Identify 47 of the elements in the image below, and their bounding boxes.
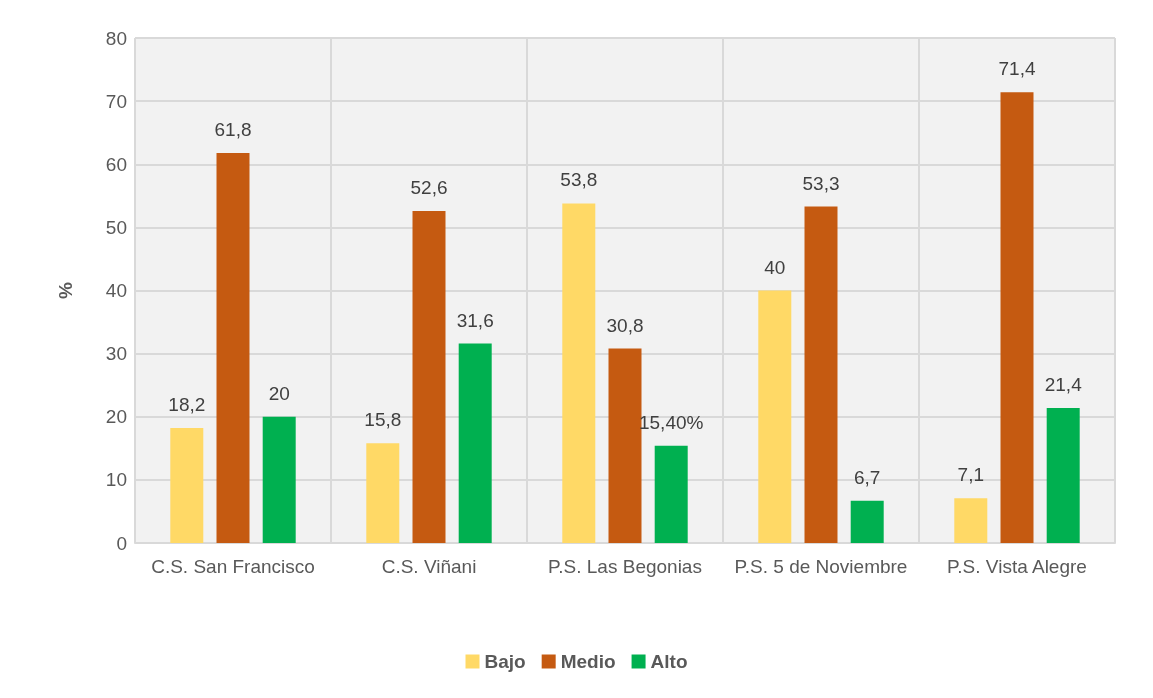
y-tick-label: 70 — [105, 90, 127, 112]
legend-label: Bajo — [484, 651, 526, 672]
x-tick-label: P.S. Vista Alegre — [947, 556, 1087, 577]
data-label: 40 — [764, 256, 786, 278]
data-label: 18,2 — [168, 394, 206, 416]
bar — [412, 210, 446, 543]
y-axis-title: % — [55, 281, 76, 299]
data-label: 21,4 — [1044, 373, 1083, 395]
bar — [366, 443, 400, 543]
data-label: 52,6 — [410, 176, 448, 198]
legend-label: Medio — [560, 651, 616, 672]
y-tick-label: 40 — [105, 280, 127, 301]
y-tick-label: 20 — [105, 406, 127, 428]
bar — [562, 203, 596, 543]
x-tick-label: P.S. 5 de Noviembre — [734, 556, 908, 577]
data-label: 15,8 — [364, 409, 402, 431]
data-label: 7,1 — [957, 464, 985, 486]
legend-label: Alto — [650, 651, 688, 672]
y-tick-label: 60 — [105, 153, 127, 175]
y-tick-label: 30 — [105, 343, 127, 365]
data-label: 20 — [268, 382, 290, 404]
x-tick-label: P.S. Las Begonias — [548, 556, 702, 577]
y-tick-label: 10 — [105, 469, 127, 491]
data-label: 6,7 — [853, 466, 881, 488]
data-label: 30,8 — [606, 314, 644, 336]
x-tick-label: C.S. Viñani — [381, 556, 477, 577]
bar — [1000, 92, 1034, 543]
bar — [654, 445, 688, 543]
x-tick-label: C.S. San Francisco — [151, 556, 315, 577]
bar — [804, 206, 838, 543]
bar — [170, 428, 204, 543]
bar — [758, 290, 792, 543]
bar — [954, 498, 988, 543]
bar — [262, 416, 296, 543]
bar — [458, 343, 492, 543]
data-label: 31,6 — [456, 309, 494, 331]
data-label: 53,8 — [560, 169, 598, 191]
y-tick-label: 0 — [116, 532, 127, 554]
bar — [850, 500, 884, 543]
bar — [608, 348, 642, 543]
data-label: 61,8 — [214, 118, 252, 140]
bar — [216, 152, 250, 543]
data-label: 71,4 — [998, 58, 1036, 80]
y-tick-label: 50 — [105, 216, 127, 238]
y-tick-label: 80 — [105, 27, 127, 49]
data-label: 53,3 — [802, 172, 840, 194]
bar — [1046, 407, 1080, 543]
